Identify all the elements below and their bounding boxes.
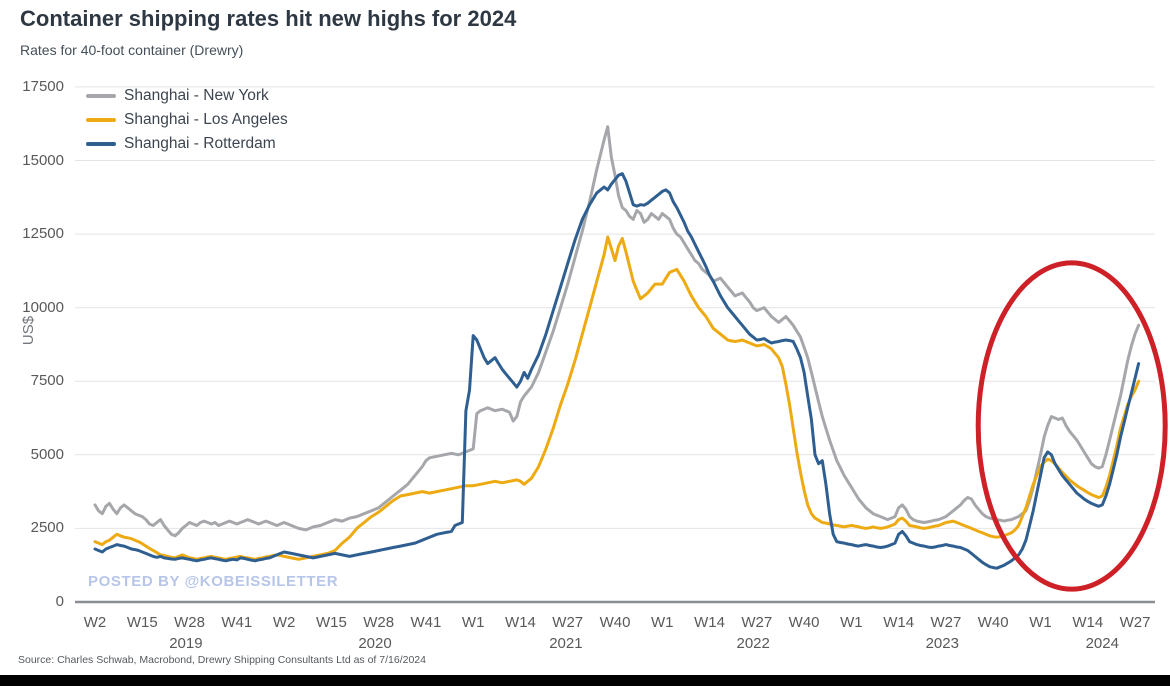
x-axis-year-label: 2021 [549, 635, 583, 652]
x-axis-tick-label: W40 [788, 614, 820, 631]
x-axis-tick-label: W14 [883, 614, 915, 631]
y-axis-tick-label: 10000 [22, 298, 64, 316]
y-axis-tick-label: 7500 [30, 372, 64, 390]
x-axis-tick-label: W15 [315, 614, 347, 631]
x-axis-tick-label: W27 [930, 614, 962, 631]
x-axis-year-label: 2020 [358, 635, 392, 652]
x-axis-tick-label: W27 [1119, 614, 1151, 631]
legend-label: Shanghai - Rotterdam [124, 134, 276, 152]
chart-title: Container shipping rates hit new highs f… [20, 6, 517, 31]
legend-swatch [86, 93, 116, 98]
x-axis-tick-label: W1 [651, 614, 674, 631]
source-attribution: Source: Charles Schwab, Macrobond, Drewr… [18, 654, 426, 666]
x-axis-year-label: 2022 [736, 635, 770, 652]
series-line [93, 125, 1141, 538]
x-axis-tick-label: W28 [174, 614, 205, 631]
bottom-black-bar [0, 675, 1170, 686]
legend-item: Shanghai - New York [86, 86, 288, 105]
x-axis-tick-label: W27 [552, 614, 584, 631]
y-axis-tick-label: 5000 [30, 445, 64, 463]
y-axis-unit-label: US$ [20, 315, 38, 346]
x-axis-tick-label: W40 [599, 614, 631, 631]
x-axis-tick-label: W41 [410, 614, 442, 631]
x-axis-year-label: 2019 [169, 635, 203, 652]
x-axis-tick-label: W14 [505, 614, 536, 631]
x-axis-tick-label: W28 [363, 614, 395, 631]
x-axis-tick-label: W15 [126, 614, 158, 631]
series-line [93, 172, 1141, 570]
x-axis-tick-label: W40 [977, 614, 1009, 631]
x-axis-tick-label: W1 [461, 614, 485, 631]
x-axis-tick-label: W41 [221, 614, 253, 631]
watermark-text: POSTED BY @KOBEISSILETTER [88, 573, 339, 590]
legend-swatch [86, 117, 116, 122]
x-axis-year-label: 2023 [925, 635, 959, 652]
x-axis-tick-label: W14 [1072, 614, 1104, 631]
x-axis-tick-label: W2 [83, 614, 107, 631]
y-axis-tick-label: 15000 [22, 151, 64, 169]
x-axis-year-label: 2024 [1085, 635, 1119, 652]
x-axis-tick-label: W1 [1029, 614, 1052, 631]
chart-subtitle: Rates for 40-foot container (Drewry) [20, 42, 244, 58]
legend-item: Shanghai - Los Angeles [86, 110, 288, 129]
y-axis: 0 2500 5000 7500 10000 12500 15000 17500 [0, 0, 68, 686]
x-axis-tick-label: W1 [840, 614, 863, 631]
x-axis-tick-label: W27 [741, 614, 773, 631]
y-axis-tick-label: 0 [55, 593, 64, 610]
legend-swatch [86, 141, 116, 146]
x-axis-tick-label: W2 [272, 614, 296, 631]
y-axis-tick-label: 2500 [30, 519, 64, 537]
legend-label: Shanghai - Los Angeles [124, 110, 288, 128]
legend: Shanghai - New York Shanghai - Los Angele… [86, 86, 288, 158]
x-axis-tick-label: W14 [694, 614, 725, 631]
legend-label: Shanghai - New York [124, 86, 269, 104]
y-axis-tick-label: 12500 [22, 225, 64, 243]
y-axis-tick-label: 17500 [22, 77, 64, 95]
legend-item: Shanghai - Rotterdam [86, 134, 288, 153]
highlight-ellipse [975, 260, 1168, 592]
